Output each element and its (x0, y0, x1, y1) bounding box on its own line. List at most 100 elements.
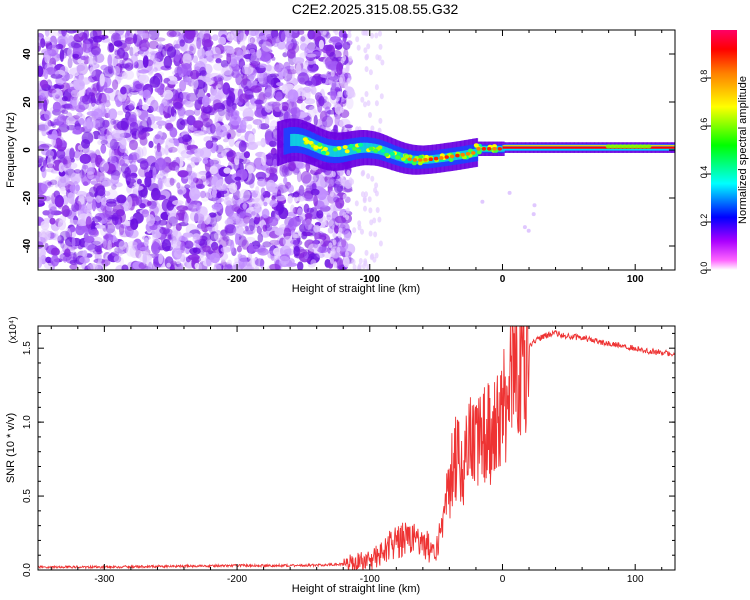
signal-core (388, 148, 391, 158)
noise-speck (300, 231, 308, 240)
noise-speck (108, 42, 115, 53)
signal-core (335, 146, 338, 157)
signal-core (384, 146, 387, 157)
top-x-tick-label: -100 (360, 274, 380, 285)
noise-speck (131, 154, 138, 163)
noise-speck (61, 205, 70, 218)
noise-speck (129, 160, 137, 172)
noise-speck (138, 129, 147, 140)
noise-speck (345, 63, 350, 70)
noise-speck (176, 205, 189, 212)
noise-speck (279, 255, 290, 265)
noise-speck (252, 207, 264, 218)
noise-speck (320, 73, 332, 79)
noise-speck (285, 68, 298, 75)
noise-speck (258, 123, 270, 130)
noise-speck (320, 239, 330, 248)
noise-speck (281, 68, 288, 77)
noise-speck (202, 158, 209, 165)
signal-core (340, 146, 343, 157)
noise-speck (157, 177, 163, 190)
noise-speck (226, 33, 234, 42)
noise-speck (38, 95, 44, 103)
noise-speck (257, 246, 267, 254)
noise-speck (172, 199, 184, 206)
noise-speck (81, 131, 94, 145)
signal-core (331, 145, 334, 157)
noise-speck (175, 258, 182, 265)
noise-speck (51, 192, 57, 204)
noise-speck (259, 52, 272, 62)
noise-speck (360, 191, 365, 198)
noise-speck (226, 95, 232, 107)
noise-speck (73, 33, 84, 43)
noise-speck (38, 157, 48, 167)
noise-speck (269, 216, 279, 227)
noise-speck (120, 86, 127, 95)
noise-speck (332, 30, 337, 33)
noise-speck (344, 124, 354, 129)
noise-speck (142, 252, 147, 265)
noise-speck (358, 258, 363, 264)
noise-speck (41, 167, 47, 179)
signal-core (356, 143, 359, 154)
signal-blob (645, 144, 652, 149)
noise-speck (223, 197, 233, 206)
noise-speck (334, 225, 339, 234)
noise-speck (243, 229, 254, 235)
noise-speck (239, 189, 251, 201)
signal-core (432, 155, 435, 164)
noise-speck (531, 212, 536, 217)
signal-blob (342, 145, 348, 150)
noise-speck (374, 100, 379, 107)
noise-speck (333, 102, 338, 109)
noise-speck (229, 115, 241, 126)
noise-speck (211, 203, 223, 210)
noise-speck (173, 138, 179, 147)
noise-speck (243, 151, 250, 159)
noise-speck (113, 130, 125, 139)
noise-speck (107, 54, 113, 67)
noise-speck (154, 194, 166, 201)
noise-speck (265, 167, 278, 174)
noise-speck (280, 30, 288, 43)
noise-speck (357, 265, 362, 270)
noise-speck (91, 157, 97, 168)
noise-speck (235, 216, 240, 229)
noise-speck (139, 160, 149, 170)
signal-blob (492, 144, 497, 149)
noise-speck (220, 60, 229, 68)
noise-speck (141, 127, 154, 132)
signal-band (288, 127, 291, 154)
noise-speck (60, 240, 65, 249)
noise-speck (362, 263, 366, 270)
noise-speck (265, 86, 276, 99)
noise-speck (354, 200, 359, 207)
signal-core (291, 133, 294, 146)
noise-speck (374, 32, 379, 39)
noise-speck (341, 238, 347, 248)
noise-speck (171, 70, 183, 76)
noise-speck (265, 64, 272, 72)
noise-speck (43, 37, 52, 44)
noise-speck (67, 57, 73, 69)
noise-speck (92, 54, 98, 65)
noise-speck (53, 190, 61, 199)
noise-speck (333, 124, 338, 134)
noise-speck (148, 30, 160, 41)
noise-speck (370, 32, 374, 39)
noise-speck (332, 179, 341, 188)
noise-speck (141, 104, 149, 111)
noise-speck (52, 101, 62, 113)
noise-speck (40, 220, 50, 231)
noise-speck (152, 58, 161, 63)
noise-speck (321, 115, 333, 128)
noise-speck (377, 55, 382, 61)
noise-speck (378, 30, 382, 37)
noise-speck (368, 112, 372, 118)
noise-speck (342, 33, 349, 39)
signal-core (296, 134, 299, 146)
colorbar-tick-label: 0.6 (699, 118, 709, 131)
noise-speck (54, 70, 60, 76)
signal-core (290, 134, 293, 147)
